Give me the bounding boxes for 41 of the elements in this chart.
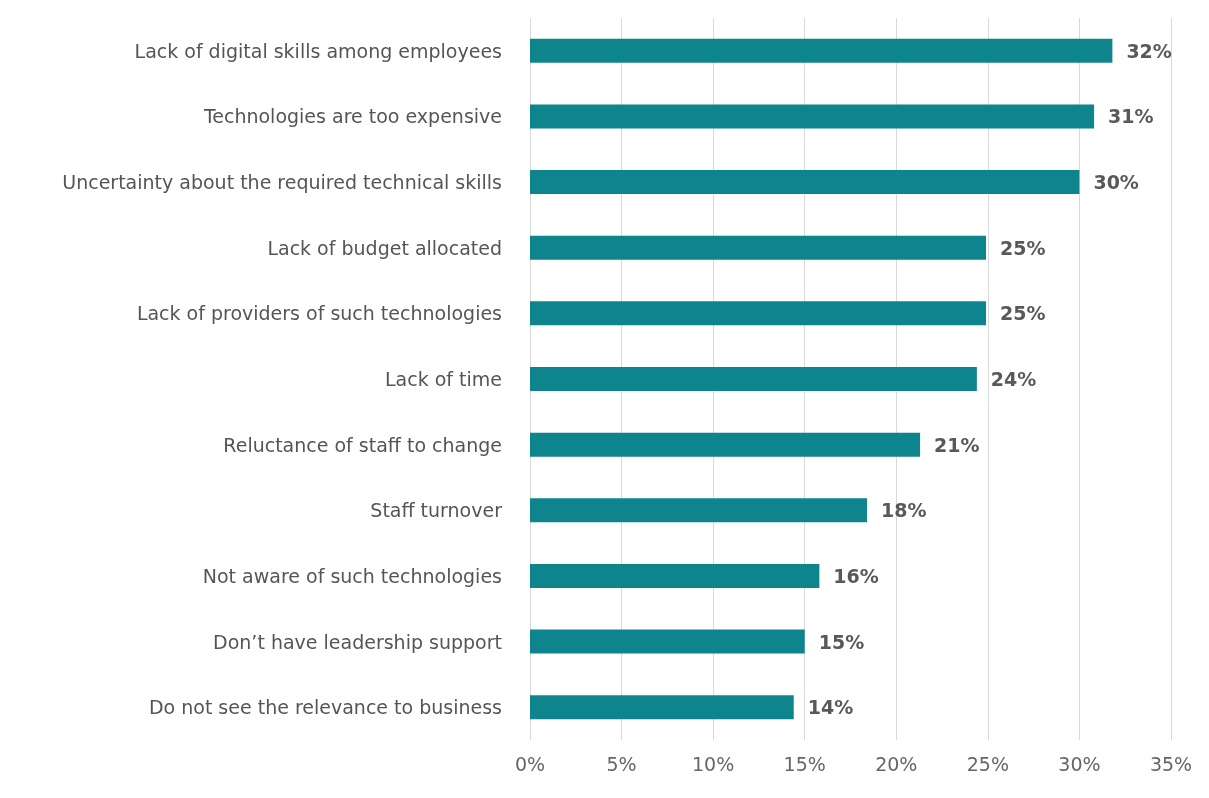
y-tick-label: Lack of providers of such technologies: [136, 302, 502, 325]
data-label: 15%: [818, 630, 865, 653]
y-tick-label: Uncertainty about the required technical skills: [62, 171, 502, 194]
x-tick-label: 35%: [1149, 752, 1193, 775]
y-tick-label: Lack of time: [385, 368, 502, 390]
x-tick-label: 15%: [783, 752, 826, 775]
data-label: 32%: [1126, 39, 1172, 62]
x-tick-label: 10%: [692, 752, 735, 775]
data-label: 24%: [990, 368, 1037, 390]
y-tick-label: Not aware of such technologies: [202, 564, 502, 587]
x-tick-label: 30%: [1058, 752, 1101, 775]
y-tick-label: Don’t have leadership support: [213, 630, 502, 653]
x-tick-label: 20%: [875, 752, 918, 775]
y-tick-label: Technologies are too expensive: [202, 105, 502, 128]
y-tick-label: Do not see the relevance to business: [148, 696, 502, 719]
data-label: 30%: [1093, 171, 1139, 194]
y-tick-label: Staff turnover: [370, 499, 503, 522]
bar: [530, 367, 977, 391]
bar: [530, 563, 820, 588]
y-tick-label: Lack of digital skills among employees: [134, 39, 502, 62]
data-label: 14%: [807, 696, 854, 719]
data-label: 18%: [880, 499, 927, 522]
data-label: 25%: [1000, 302, 1046, 325]
y-tick-label: Lack of budget allocated: [267, 236, 502, 259]
y-tick-label: Reluctance of staff to change: [223, 433, 502, 456]
x-tick-label: 25%: [966, 752, 1009, 775]
bar: [530, 301, 987, 326]
bar: [530, 235, 987, 260]
data-label: 25%: [1000, 236, 1046, 259]
x-tick-label: 5%: [606, 752, 637, 775]
bar: [530, 498, 867, 523]
bar: [530, 432, 921, 457]
bar: [530, 170, 1080, 195]
bar: [530, 695, 794, 720]
data-label: 16%: [833, 564, 879, 587]
bar: [530, 104, 1095, 129]
data-label: 31%: [1108, 105, 1154, 128]
bar: [530, 38, 1113, 63]
x-tick-label: 0%: [514, 752, 546, 775]
bar: [530, 629, 805, 654]
data-label: 21%: [934, 433, 980, 456]
